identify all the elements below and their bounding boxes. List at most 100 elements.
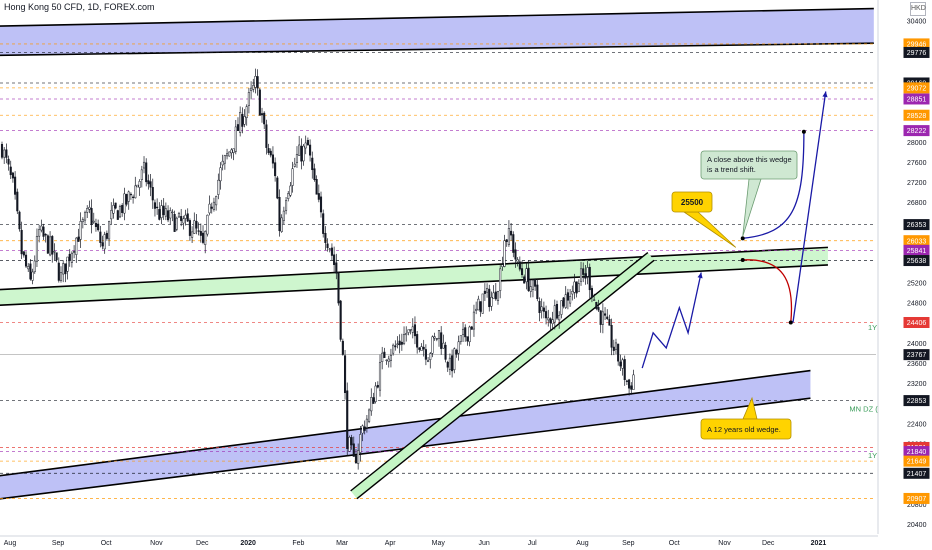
candle-body [365, 418, 368, 428]
price-level-label: 24406 [907, 320, 927, 327]
candle-body [241, 113, 244, 127]
candle-body [228, 151, 231, 157]
x-tick-label: Feb [292, 540, 304, 547]
x-tick-label: Dec [196, 540, 209, 547]
rising-trendline-edge [350, 251, 649, 492]
candle-body [22, 251, 25, 256]
candle-body [276, 177, 279, 199]
candle-body [38, 229, 41, 237]
rising-trendline-fill [350, 252, 655, 499]
candle-body [542, 307, 545, 312]
callout-wedge-box [700, 418, 792, 440]
green-wedge-channel-upper-line [0, 246, 828, 291]
candle-body [625, 380, 628, 382]
candle-body [370, 397, 373, 412]
candle-body [151, 187, 154, 201]
x-tick-label: May [432, 540, 446, 547]
price-level-label: 26353 [907, 222, 927, 229]
candle-body [571, 291, 574, 295]
candle-body [372, 397, 375, 404]
price-level-badge [904, 16, 929, 27]
candle-body [313, 168, 316, 180]
candle-body [99, 231, 102, 243]
candle-body [560, 300, 563, 315]
candle-body [280, 217, 283, 232]
x-tick-label: 2021 [811, 540, 827, 547]
bullish-arc-start [740, 236, 745, 241]
candle-body [282, 210, 285, 221]
candle-body [632, 374, 635, 390]
candle-body [223, 155, 226, 164]
candle-body [341, 340, 344, 355]
candle-body [33, 260, 36, 273]
candle-body [378, 362, 382, 391]
candle-body [510, 230, 513, 236]
zigzag-arrowhead [697, 272, 703, 279]
candle-body [461, 328, 465, 335]
trendline-layer [350, 251, 655, 500]
price-level-badge [903, 46, 930, 58]
candle-body [160, 205, 163, 218]
candle-body [573, 281, 576, 293]
candle-body [291, 168, 294, 186]
candle-body [306, 139, 309, 146]
price-level-badge [903, 125, 930, 137]
candle-body [330, 247, 333, 256]
candle-body [606, 316, 609, 319]
callout-wedge-text: A 12 years old wedge. [707, 425, 781, 434]
price-level-badge [903, 82, 930, 94]
candle-body [66, 256, 69, 272]
candle-body [601, 311, 604, 325]
candle-body [153, 202, 156, 209]
price-level-badge [903, 455, 930, 467]
x-tick-label: Jul [528, 540, 537, 547]
candle-body [464, 327, 467, 338]
candle-body [199, 231, 202, 236]
price-level-badge [903, 395, 930, 407]
candle-body [394, 345, 397, 348]
candle-body [446, 361, 449, 368]
candle-body [129, 193, 132, 196]
candle-body [339, 300, 342, 340]
candle-body [350, 437, 353, 446]
candle-body [586, 267, 589, 277]
candle-body [564, 294, 567, 308]
candle-body [219, 167, 222, 182]
candle-body [427, 360, 430, 362]
candle-body [77, 236, 80, 242]
candle-body [501, 264, 504, 268]
candle-body [175, 217, 178, 230]
candle-body [250, 87, 253, 91]
candle-body [278, 197, 281, 232]
candle-body [184, 214, 187, 219]
price-level-badge [903, 93, 930, 105]
candle-body [455, 349, 458, 355]
projections-layer [641, 91, 828, 369]
candle-body [81, 219, 84, 223]
currency-badge[interactable]: HKD [910, 2, 926, 16]
candle-body [35, 236, 39, 262]
candle-body [503, 240, 506, 267]
candle-body [274, 162, 277, 177]
candle-body [545, 311, 548, 319]
rising-trendline-edge [356, 259, 655, 500]
candle-body [520, 268, 524, 275]
candle-body [317, 193, 320, 200]
candle-body [352, 443, 355, 457]
candle-body [142, 161, 146, 169]
candle-body [392, 344, 395, 354]
candle-body [304, 142, 307, 149]
candle-body [169, 210, 172, 219]
candle-body [593, 299, 596, 301]
price-level-label: 21407 [907, 471, 927, 478]
candle-body [387, 358, 390, 362]
candle-body [357, 450, 360, 464]
candle-body [630, 385, 633, 390]
candle-body [534, 279, 537, 287]
candle-body [293, 163, 296, 167]
candle-body [20, 229, 23, 255]
price-level-label: 25638 [907, 258, 927, 265]
candle-body [453, 348, 456, 370]
candle-body [158, 209, 161, 220]
